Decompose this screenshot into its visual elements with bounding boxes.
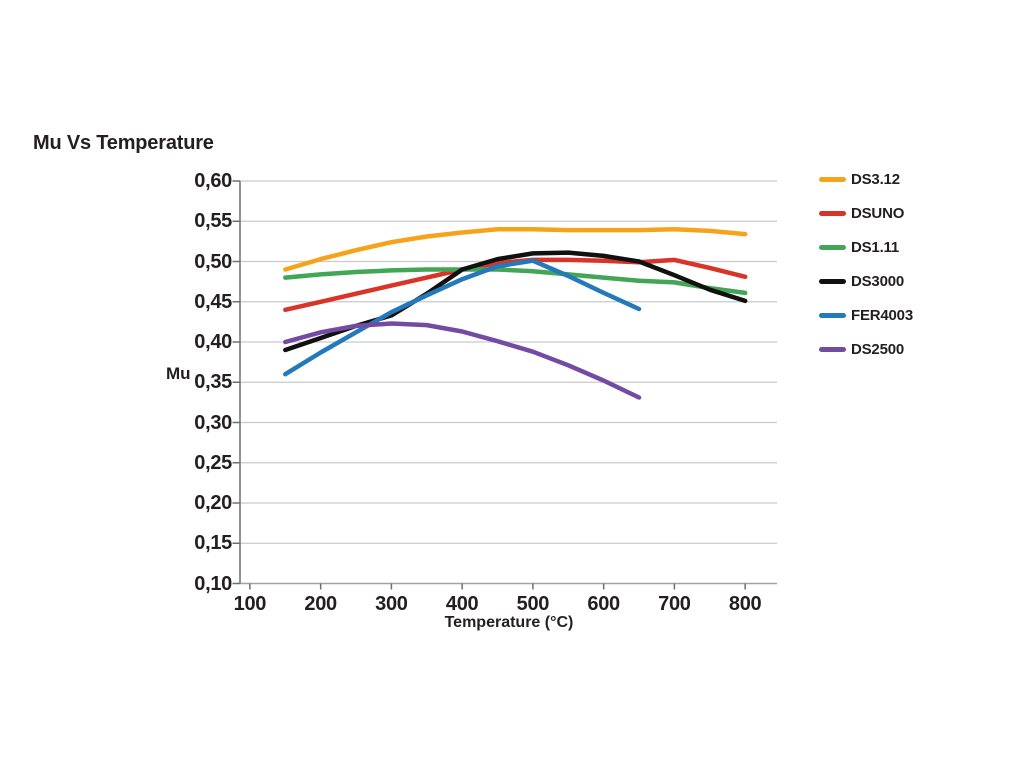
y-axis-title: Mu xyxy=(166,364,191,383)
y-tick-label: 0,55 xyxy=(194,210,232,233)
legend-swatch-ds1-11 xyxy=(819,244,846,250)
legend-item-ds1-11: DS1.11 xyxy=(819,230,913,264)
chart-title: Mu Vs Temperature xyxy=(33,132,214,154)
legend-label: FER4003 xyxy=(851,306,913,324)
legend-label: DS3000 xyxy=(851,272,905,290)
x-tick-label: 600 xyxy=(587,592,620,615)
legend-swatch-dsuno xyxy=(819,210,846,216)
series-line-ds3-12 xyxy=(283,227,748,272)
y-tick-label: 0,10 xyxy=(194,572,232,595)
legend-item-ds3-12: DS3.12 xyxy=(819,162,913,196)
x-tick-label: 100 xyxy=(233,592,267,615)
legend-item-fer4003: FER4003 xyxy=(819,298,913,332)
x-tick-label: 700 xyxy=(658,592,691,615)
series-line-fer4003 xyxy=(283,258,642,377)
x-tick-label: 200 xyxy=(304,592,337,615)
y-tick-label: 0,35 xyxy=(194,371,232,394)
x-tick-label: 400 xyxy=(445,592,479,615)
legend-swatch-ds3-12 xyxy=(819,176,846,182)
y-tick-label: 0,45 xyxy=(194,290,232,313)
legend-label: DSUNO xyxy=(851,204,905,222)
x-axis-title: Temperature (°C) xyxy=(444,614,574,631)
legend-label: DS3.12 xyxy=(851,170,900,188)
y-tick-label: 0,50 xyxy=(194,250,232,273)
legend-item-ds2500: DS2500 xyxy=(819,332,913,366)
x-tick-label: 500 xyxy=(516,592,550,615)
series-line-ds2500 xyxy=(283,321,642,400)
legend-swatch-fer4003 xyxy=(819,312,846,318)
y-tick-label: 0,15 xyxy=(194,532,232,555)
y-tick-label: 0,30 xyxy=(194,411,232,434)
legend-swatch-ds2500 xyxy=(819,346,846,352)
x-tick-label: 800 xyxy=(728,592,762,615)
legend-item-dsuno: DSUNO xyxy=(819,196,913,230)
legend-swatch-ds3000 xyxy=(819,278,846,284)
y-tick-label: 0,60 xyxy=(194,170,232,192)
series-line-ds1-11 xyxy=(283,267,748,296)
legend-item-ds3000: DS3000 xyxy=(819,264,913,298)
y-tick-label: 0,40 xyxy=(194,331,232,353)
y-tick-label: 0,20 xyxy=(194,492,232,514)
legend-label: DS1.11 xyxy=(851,238,900,256)
x-tick-label: 300 xyxy=(375,592,408,615)
legend: DS3.12 DSUNO DS1.11 DS3000 FER4003 DS250… xyxy=(819,162,913,366)
legend-label: DS2500 xyxy=(851,340,905,358)
y-tick-label: 0,25 xyxy=(194,451,232,474)
